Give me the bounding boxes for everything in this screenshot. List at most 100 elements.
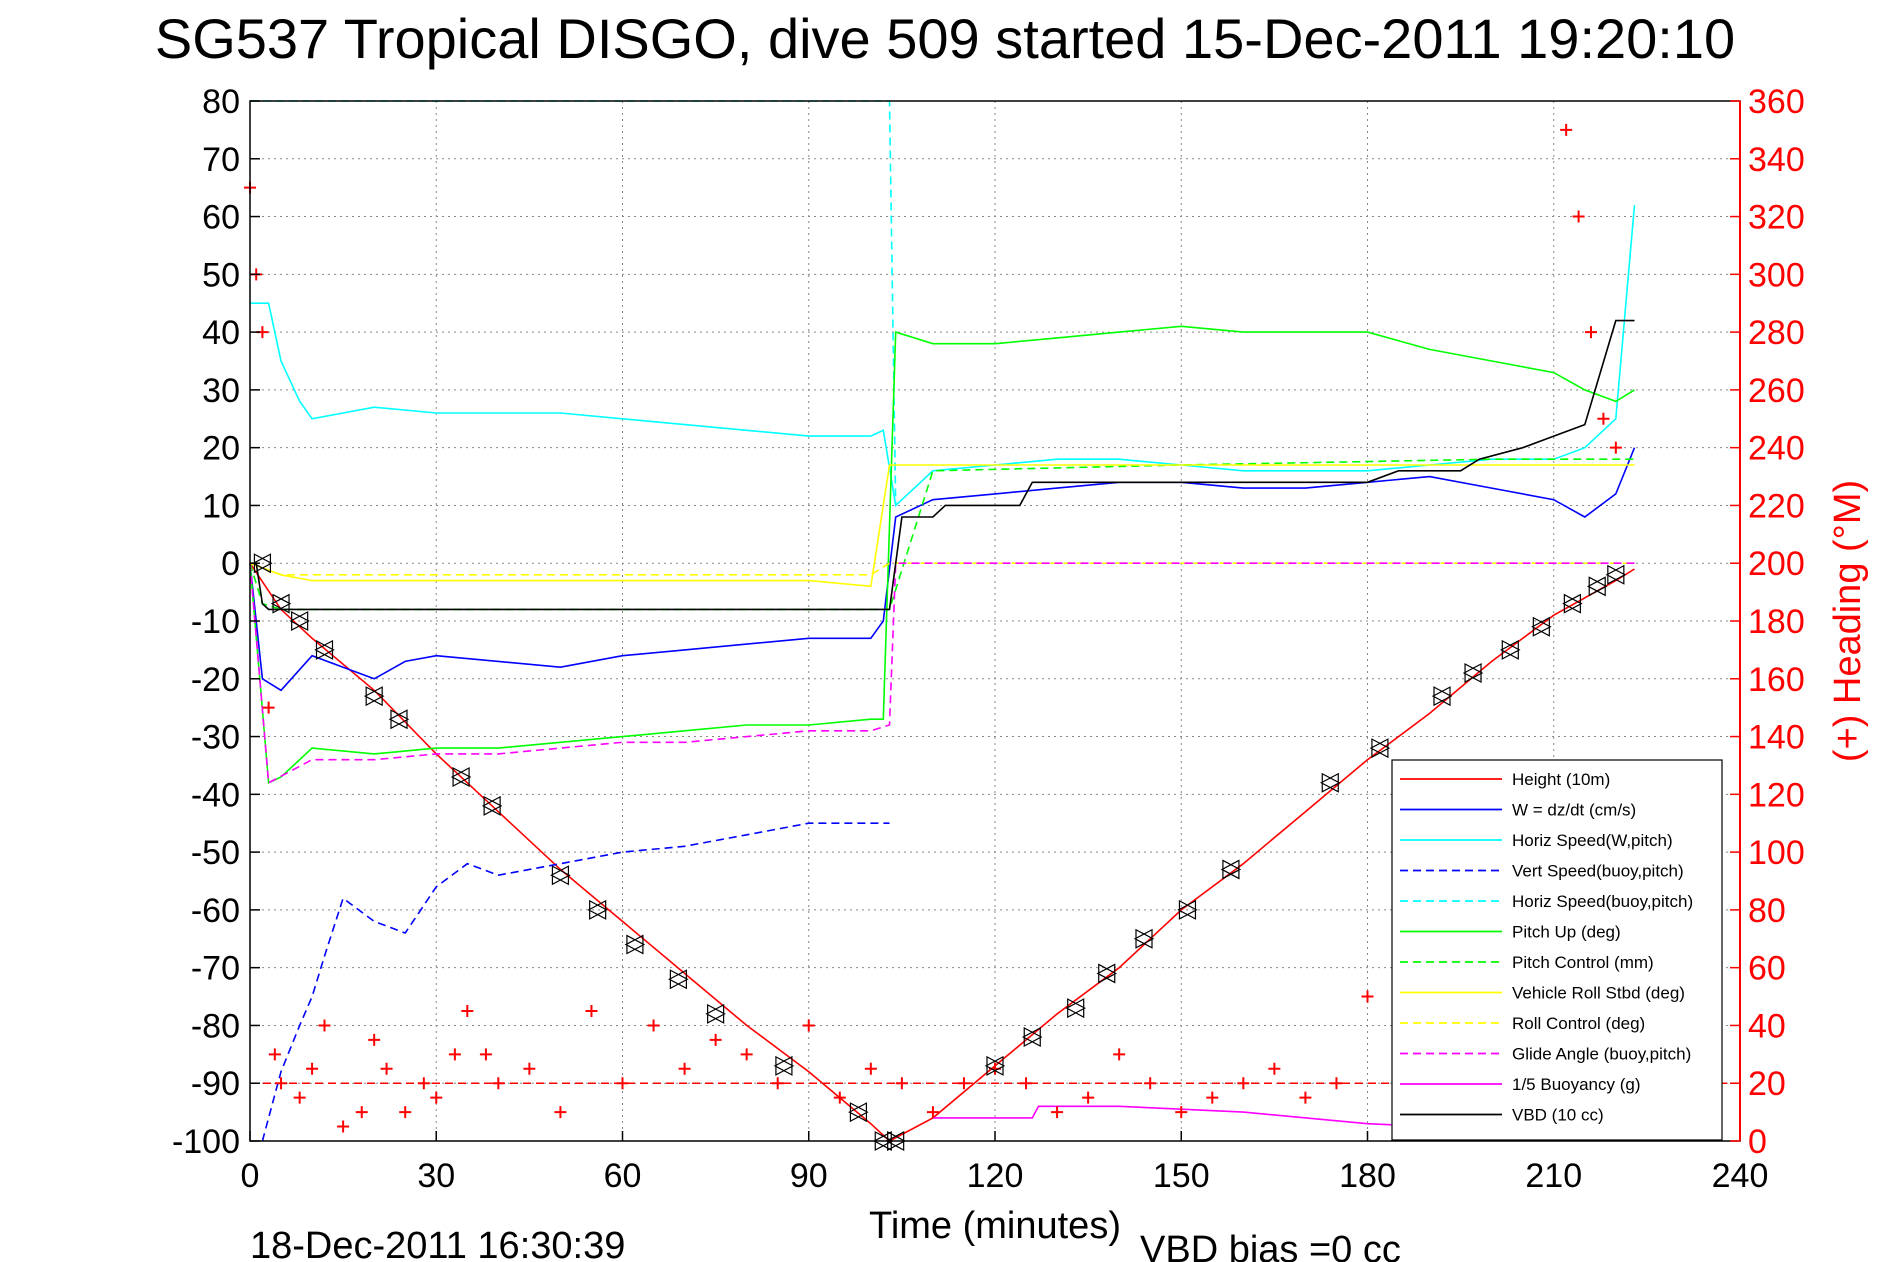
dive-marker <box>1220 859 1242 880</box>
heading-point <box>380 1062 393 1075</box>
heading-point <box>355 1106 368 1119</box>
y-right-tick-label: 260 <box>1748 372 1805 410</box>
heading-point <box>1361 990 1374 1003</box>
heading-point <box>1113 1048 1126 1061</box>
legend-label-1-5-buoyancy-g: 1/5 Buoyancy (g) <box>1512 1075 1641 1094</box>
y-axis-right-label: (+) Heading (°M) <box>1827 480 1869 762</box>
y-right-tick-label: 0 <box>1748 1123 1767 1161</box>
footer-date: 18-Dec-2011 16:30:39 <box>250 1225 625 1262</box>
heading-point <box>1597 412 1610 425</box>
dive-marker <box>1177 899 1198 920</box>
heading-point <box>802 1019 815 1032</box>
dive-marker <box>1605 564 1627 585</box>
dive-marker <box>1562 593 1583 614</box>
series-line-pitch-up-deg <box>249 325 1635 785</box>
y-right-tick-label: 320 <box>1748 199 1805 237</box>
y-tick-label: -40 <box>191 776 240 814</box>
heading-point <box>306 1062 319 1075</box>
dive-marker <box>314 639 335 660</box>
dive-marker <box>1531 616 1552 637</box>
heading-point <box>554 1106 567 1119</box>
series-line-pitch-control-mm <box>249 458 1635 611</box>
legend-label-vehicle-roll-stbd-deg: Vehicle Roll Stbd (deg) <box>1512 984 1685 1003</box>
x-tick-label: 240 <box>1712 1157 1769 1195</box>
y-axis-ticks: 80 70 60 50 40 30 20 10 0 -10 -20 -30 -40 -50 -60 -70 -8… <box>172 83 260 1161</box>
y-tick-label: 60 <box>202 199 240 237</box>
heading-point <box>337 1120 350 1133</box>
dive-marker <box>1586 576 1608 597</box>
heading-point <box>1268 1062 1281 1075</box>
heading-point <box>740 1048 753 1061</box>
heading-point <box>1175 1106 1188 1119</box>
heading-point <box>709 1033 722 1046</box>
heading-point <box>492 1077 505 1090</box>
legend-label-pitch-control-mm: Pitch Control (mm) <box>1512 953 1654 972</box>
heading-point <box>1572 210 1585 223</box>
series-line-vehicle-roll-stbd-deg <box>249 464 1635 588</box>
heading-point <box>1299 1091 1312 1104</box>
dive-marker <box>363 686 385 707</box>
dive-marker <box>1065 998 1086 1019</box>
x-axis-label: Time (minutes) <box>869 1205 1121 1247</box>
y-right-tick-label: 340 <box>1748 141 1805 179</box>
heading-point <box>926 1106 939 1119</box>
series-line-horiz-speed-buoy-pitch <box>250 100 897 506</box>
legend-label-vbd-10-cc: VBD (10 cc) <box>1512 1106 1604 1125</box>
dive-marker <box>587 899 608 920</box>
heading-point <box>430 1091 443 1104</box>
heading-point <box>647 1019 660 1032</box>
heading-point <box>616 1077 629 1090</box>
legend-label-horiz-speed-w-pitch: Horiz Speed(W,pitch) <box>1512 831 1673 850</box>
x-tick-label: 90 <box>790 1157 828 1195</box>
series-line-vert-speed-buoy-pitch <box>261 822 890 1142</box>
legend-box <box>1391 759 1723 1141</box>
heading-point <box>957 1077 970 1090</box>
y-tick-label: -20 <box>191 661 240 699</box>
series-line-height-10m <box>249 562 1635 1142</box>
heading-point <box>1144 1077 1157 1090</box>
legend-label-roll-control-deg: Roll Control (deg) <box>1512 1014 1645 1033</box>
heading-point <box>585 1005 598 1017</box>
x-tick-label: 210 <box>1525 1157 1582 1195</box>
heading-point <box>1585 326 1597 339</box>
dive-marker <box>848 1102 869 1123</box>
heading-point <box>1206 1091 1219 1104</box>
y-tick-label: -70 <box>191 950 240 988</box>
legend-label-vert-speed-buoy-pitch: Vert Speed(buoy,pitch) <box>1512 862 1684 881</box>
y-right-tick-label: 100 <box>1748 834 1805 872</box>
legend-label-w-dz-dt-cm-s: W = dz/dt (cm/s) <box>1512 801 1636 820</box>
dive-marker <box>984 1055 1006 1076</box>
y-tick-label: 20 <box>202 430 240 468</box>
y-tick-label: -60 <box>191 892 240 930</box>
y-tick-label: 30 <box>202 372 240 410</box>
y-right-tick-label: 360 <box>1748 83 1805 121</box>
heading-point <box>461 1005 474 1017</box>
y-right-tick-label: 20 <box>1748 1065 1786 1103</box>
y-right-tick-label: 120 <box>1748 776 1805 814</box>
heading-point <box>275 1077 288 1090</box>
y-right-tick-label: 160 <box>1748 661 1805 699</box>
heading-point <box>771 1077 784 1090</box>
footer-vbd-bias: VBD bias =0 cc <box>1140 1229 1401 1262</box>
heading-point <box>1560 123 1573 136</box>
heading-point <box>399 1106 412 1119</box>
legend-label-height-10m: Height (10m) <box>1512 770 1610 789</box>
y-right-tick-label: 240 <box>1748 430 1805 468</box>
series-line-roll-control-deg <box>249 562 1635 576</box>
y-tick-label: -10 <box>191 603 240 641</box>
series-line-horiz-speed-w-pitch <box>250 204 1636 508</box>
dive-marker <box>1319 772 1341 793</box>
heading-point <box>262 701 275 714</box>
y-tick-label: 0 <box>221 545 240 583</box>
dive-marker <box>270 593 292 614</box>
heading-point <box>479 1048 492 1061</box>
series-line-vbd-10-cc <box>250 319 1635 611</box>
heading-point <box>1237 1077 1250 1090</box>
dive-marker <box>1096 963 1118 984</box>
dive-markers <box>252 553 1627 1151</box>
y-right-tick-label: 180 <box>1748 603 1805 641</box>
y-tick-label: 70 <box>202 141 240 179</box>
y-tick-label: -30 <box>191 719 240 757</box>
x-tick-label: 0 <box>241 1157 260 1195</box>
